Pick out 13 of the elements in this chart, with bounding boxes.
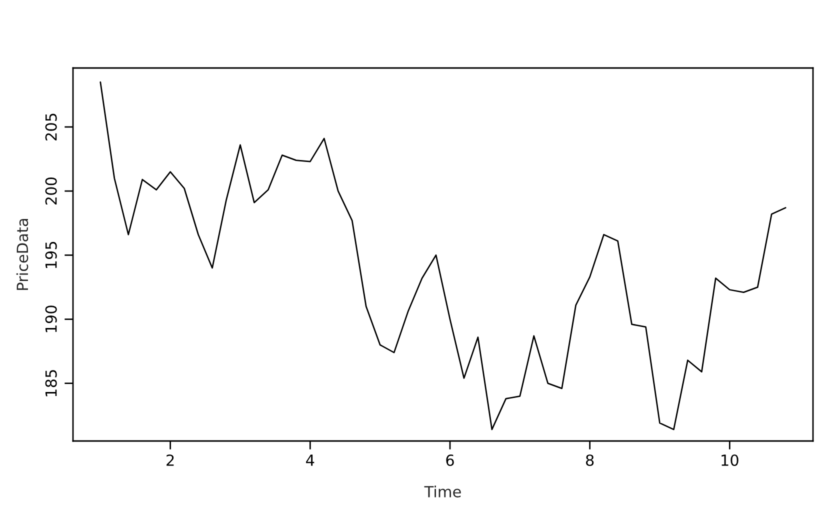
y-tick-label: 205 xyxy=(45,114,57,140)
y-axis-title: PriceData xyxy=(16,219,28,290)
y-tick-label: 195 xyxy=(45,242,57,268)
x-tick-label: 6 xyxy=(446,454,454,466)
x-axis-title: Time xyxy=(424,486,461,498)
y-tick-label: 190 xyxy=(45,306,57,332)
y-tick-label: 200 xyxy=(45,177,57,205)
x-tick-label: 8 xyxy=(586,454,594,466)
line-series xyxy=(100,81,786,430)
x-tick-label: 2 xyxy=(166,454,174,466)
x-tick-label: 4 xyxy=(306,454,314,466)
y-tick-label: 185 xyxy=(45,370,57,396)
x-tick-label: 10 xyxy=(722,454,738,466)
